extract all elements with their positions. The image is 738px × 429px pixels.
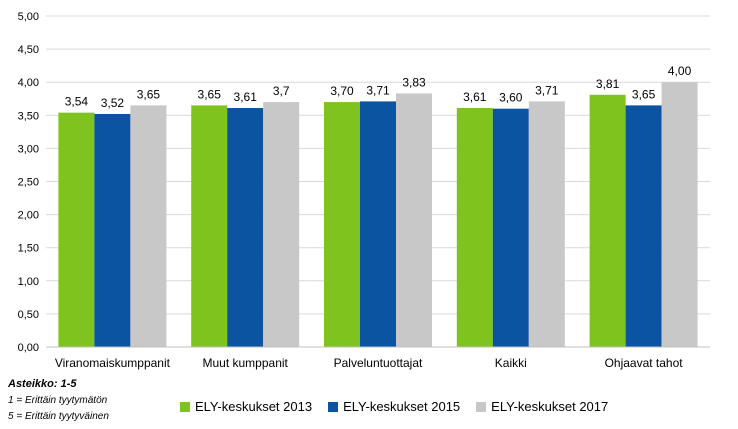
y-tick-label: 2,00 (18, 210, 39, 222)
legend-swatch (328, 401, 339, 412)
legend-label: ELY-keskukset 2015 (343, 399, 461, 414)
bar-value-label: 3,61 (234, 90, 258, 104)
bars (58, 82, 698, 348)
bar (360, 101, 396, 347)
legend: ELY-keskukset 2013 ELY-keskukset 2015 ELY-… (180, 399, 624, 414)
bar (324, 102, 360, 347)
y-tick-label: 2,50 (18, 177, 39, 189)
y-tick-label: 1,00 (18, 276, 39, 288)
bar (492, 108, 529, 348)
legend-swatch (476, 401, 487, 412)
bar (191, 105, 228, 348)
x-category-label: Muut kumppanit (203, 356, 289, 370)
bar (94, 113, 131, 347)
bar-value-label: 3,61 (463, 90, 487, 104)
y-tick-label: 5,00 (18, 11, 39, 23)
bar (58, 112, 95, 347)
bar-value-label: 3,70 (330, 84, 354, 98)
bar (661, 82, 698, 347)
scale-min-note: 1 = Erittäin tyytymätön (8, 395, 108, 406)
legend-label: ELY-keskukset 2017 (491, 399, 609, 414)
x-category-label: Viranomaiskumppanit (55, 356, 171, 370)
y-tick-label: 3,00 (18, 143, 39, 155)
bar-value-label: 3,81 (596, 77, 620, 91)
bar (589, 94, 626, 347)
bar-value-label: 3,7 (273, 84, 290, 98)
bar-value-label: 3,60 (499, 91, 523, 105)
bar-value-label: 3,71 (366, 83, 390, 97)
bar (528, 101, 565, 347)
x-category-label: Ohjaavat tahot (605, 356, 684, 370)
bar (456, 108, 493, 347)
legend-item: ELY-keskukset 2015 (328, 399, 460, 414)
y-tick-label: 4,50 (18, 44, 39, 56)
bar-value-label: 4,00 (668, 64, 692, 78)
y-axis-tick-labels: 0,00 0,50 1,00 1,50 2,00 2,50 3,00 3,50 4,00 4,50… (18, 11, 39, 354)
y-tick-label: 1,50 (18, 243, 39, 255)
bar (227, 108, 264, 347)
y-tick-label: 0,00 (18, 342, 39, 354)
y-tick-label: 3,50 (18, 110, 39, 122)
bar (625, 105, 662, 348)
x-category-label: Kaikki (495, 356, 527, 370)
bar (396, 93, 432, 347)
x-category-label: Palveluntuottajat (334, 356, 423, 370)
y-tick-label: 0,50 (18, 309, 39, 321)
scale-max-note: 5 = Erittäin tyytyväinen (8, 411, 109, 422)
scale-title: Asteikko: 1-5 (8, 378, 77, 390)
legend-item: ELY-keskukset 2017 (476, 399, 608, 414)
bar-value-label: 3,52 (101, 96, 125, 110)
bar-value-label: 3,54 (65, 95, 89, 109)
bar-value-label: 3,65 (137, 87, 161, 101)
bar-value-label: 3,83 (402, 75, 426, 89)
bar-value-label: 3,71 (535, 83, 559, 97)
bar-value-labels: 3,54 3,52 3,65 3,65 3,61 3,7 3,70 3,71 3,83 3,61 3… (65, 64, 692, 110)
legend-swatch (180, 401, 190, 412)
x-axis-category-labels: Viranomaiskumppanit Muut kumppanit Palvelu… (55, 356, 683, 370)
bar (130, 105, 167, 348)
bar-value-label: 3,65 (632, 87, 656, 101)
legend-label: ELY-keskukset 2013 (195, 399, 313, 414)
bar-value-label: 3,65 (198, 87, 222, 101)
legend-item: ELY-keskukset 2013 (180, 399, 312, 414)
y-tick-label: 4,00 (18, 77, 39, 89)
bar (263, 102, 300, 347)
